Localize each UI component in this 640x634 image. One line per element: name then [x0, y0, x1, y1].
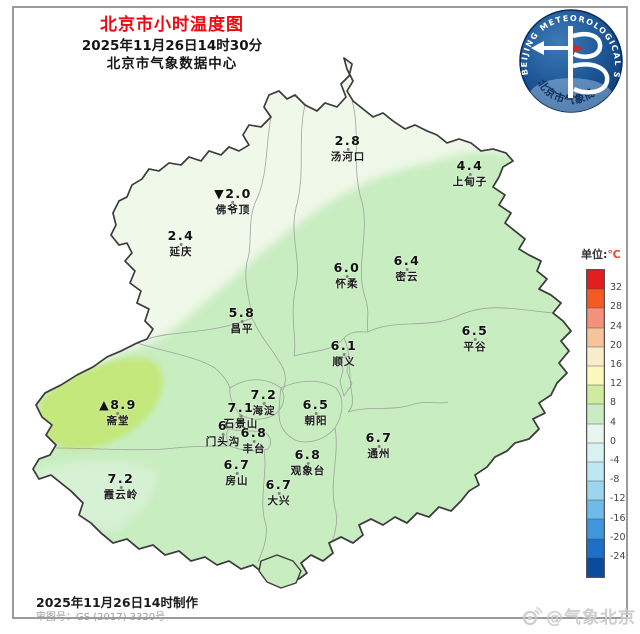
legend-block — [587, 461, 604, 482]
legend-block — [587, 270, 604, 290]
legend-label: 24 — [610, 320, 623, 332]
district-boundaries — [55, 99, 554, 563]
legend-label: -12 — [610, 493, 626, 505]
legend-block — [587, 519, 604, 539]
legend-label: -4 — [610, 455, 620, 466]
legend-block — [587, 442, 604, 462]
legend-label: 4 — [610, 416, 617, 428]
map-approval-number: 审图号：GS (2017) 3320号 — [36, 612, 166, 623]
legend-label: 12 — [610, 378, 623, 390]
legend-label: 32 — [610, 282, 623, 294]
legend-label: 8 — [610, 397, 617, 409]
sw-pale-overlay — [33, 460, 160, 532]
production-time: 2025年11月26日14时制作 — [36, 595, 198, 610]
legend-unit: ℃ — [607, 248, 621, 261]
legend-block — [587, 557, 604, 577]
watermark: @气象北京 — [521, 603, 636, 628]
legend-color-bar: 32 28 24 20 16 12 8 4 0 -4 -8 -12 -16 -20 -24 — [586, 269, 626, 578]
legend-block — [587, 538, 604, 558]
legend-block — [587, 289, 604, 309]
legend-label: -16 — [610, 512, 626, 524]
weibo-camera-icon — [522, 606, 543, 625]
legend-label: -8 — [610, 474, 620, 486]
legend-label: -24 — [610, 551, 626, 562]
legend-block — [587, 423, 604, 443]
observation-datetime: 2025年11月26日14时30分 — [81, 37, 263, 54]
legend-block — [587, 365, 604, 386]
legend-block — [587, 308, 604, 328]
watermark-text: @气象北京 — [546, 608, 636, 628]
wind-vane-icon — [531, 26, 610, 98]
legend-unit-prefix: 单位: — [581, 248, 608, 261]
legend-block — [587, 404, 604, 424]
south-enclave — [258, 554, 302, 589]
legend-block — [587, 500, 604, 520]
legend-block — [587, 385, 604, 405]
data-source: 北京市气象数据中心 — [106, 56, 238, 73]
legend-label: 20 — [610, 339, 623, 351]
legend-label: 16 — [610, 359, 623, 370]
legend-title: 单位:℃ — [581, 246, 637, 262]
legend-label: 28 — [610, 301, 623, 313]
legend-label: -20 — [610, 531, 626, 543]
legend-block — [587, 346, 604, 366]
beijing-meteorological-service-logo: BEIJING METEOROLOGICAL SERVICE 北京市气象局 — [516, 6, 623, 113]
legend-block — [587, 327, 604, 347]
temperature-legend: 单位:℃ 32 28 24 20 16 12 8 4 0 -4 -8 -12 -16 -20 -24 — [581, 246, 637, 578]
legend-block — [587, 481, 604, 501]
page-title: 北京市小时温度图 — [100, 15, 244, 35]
legend-label: 0 — [610, 435, 617, 447]
header: 北京市小时温度图 2025年11月26日14时30分 北京市气象数据中心 — [52, 14, 292, 73]
